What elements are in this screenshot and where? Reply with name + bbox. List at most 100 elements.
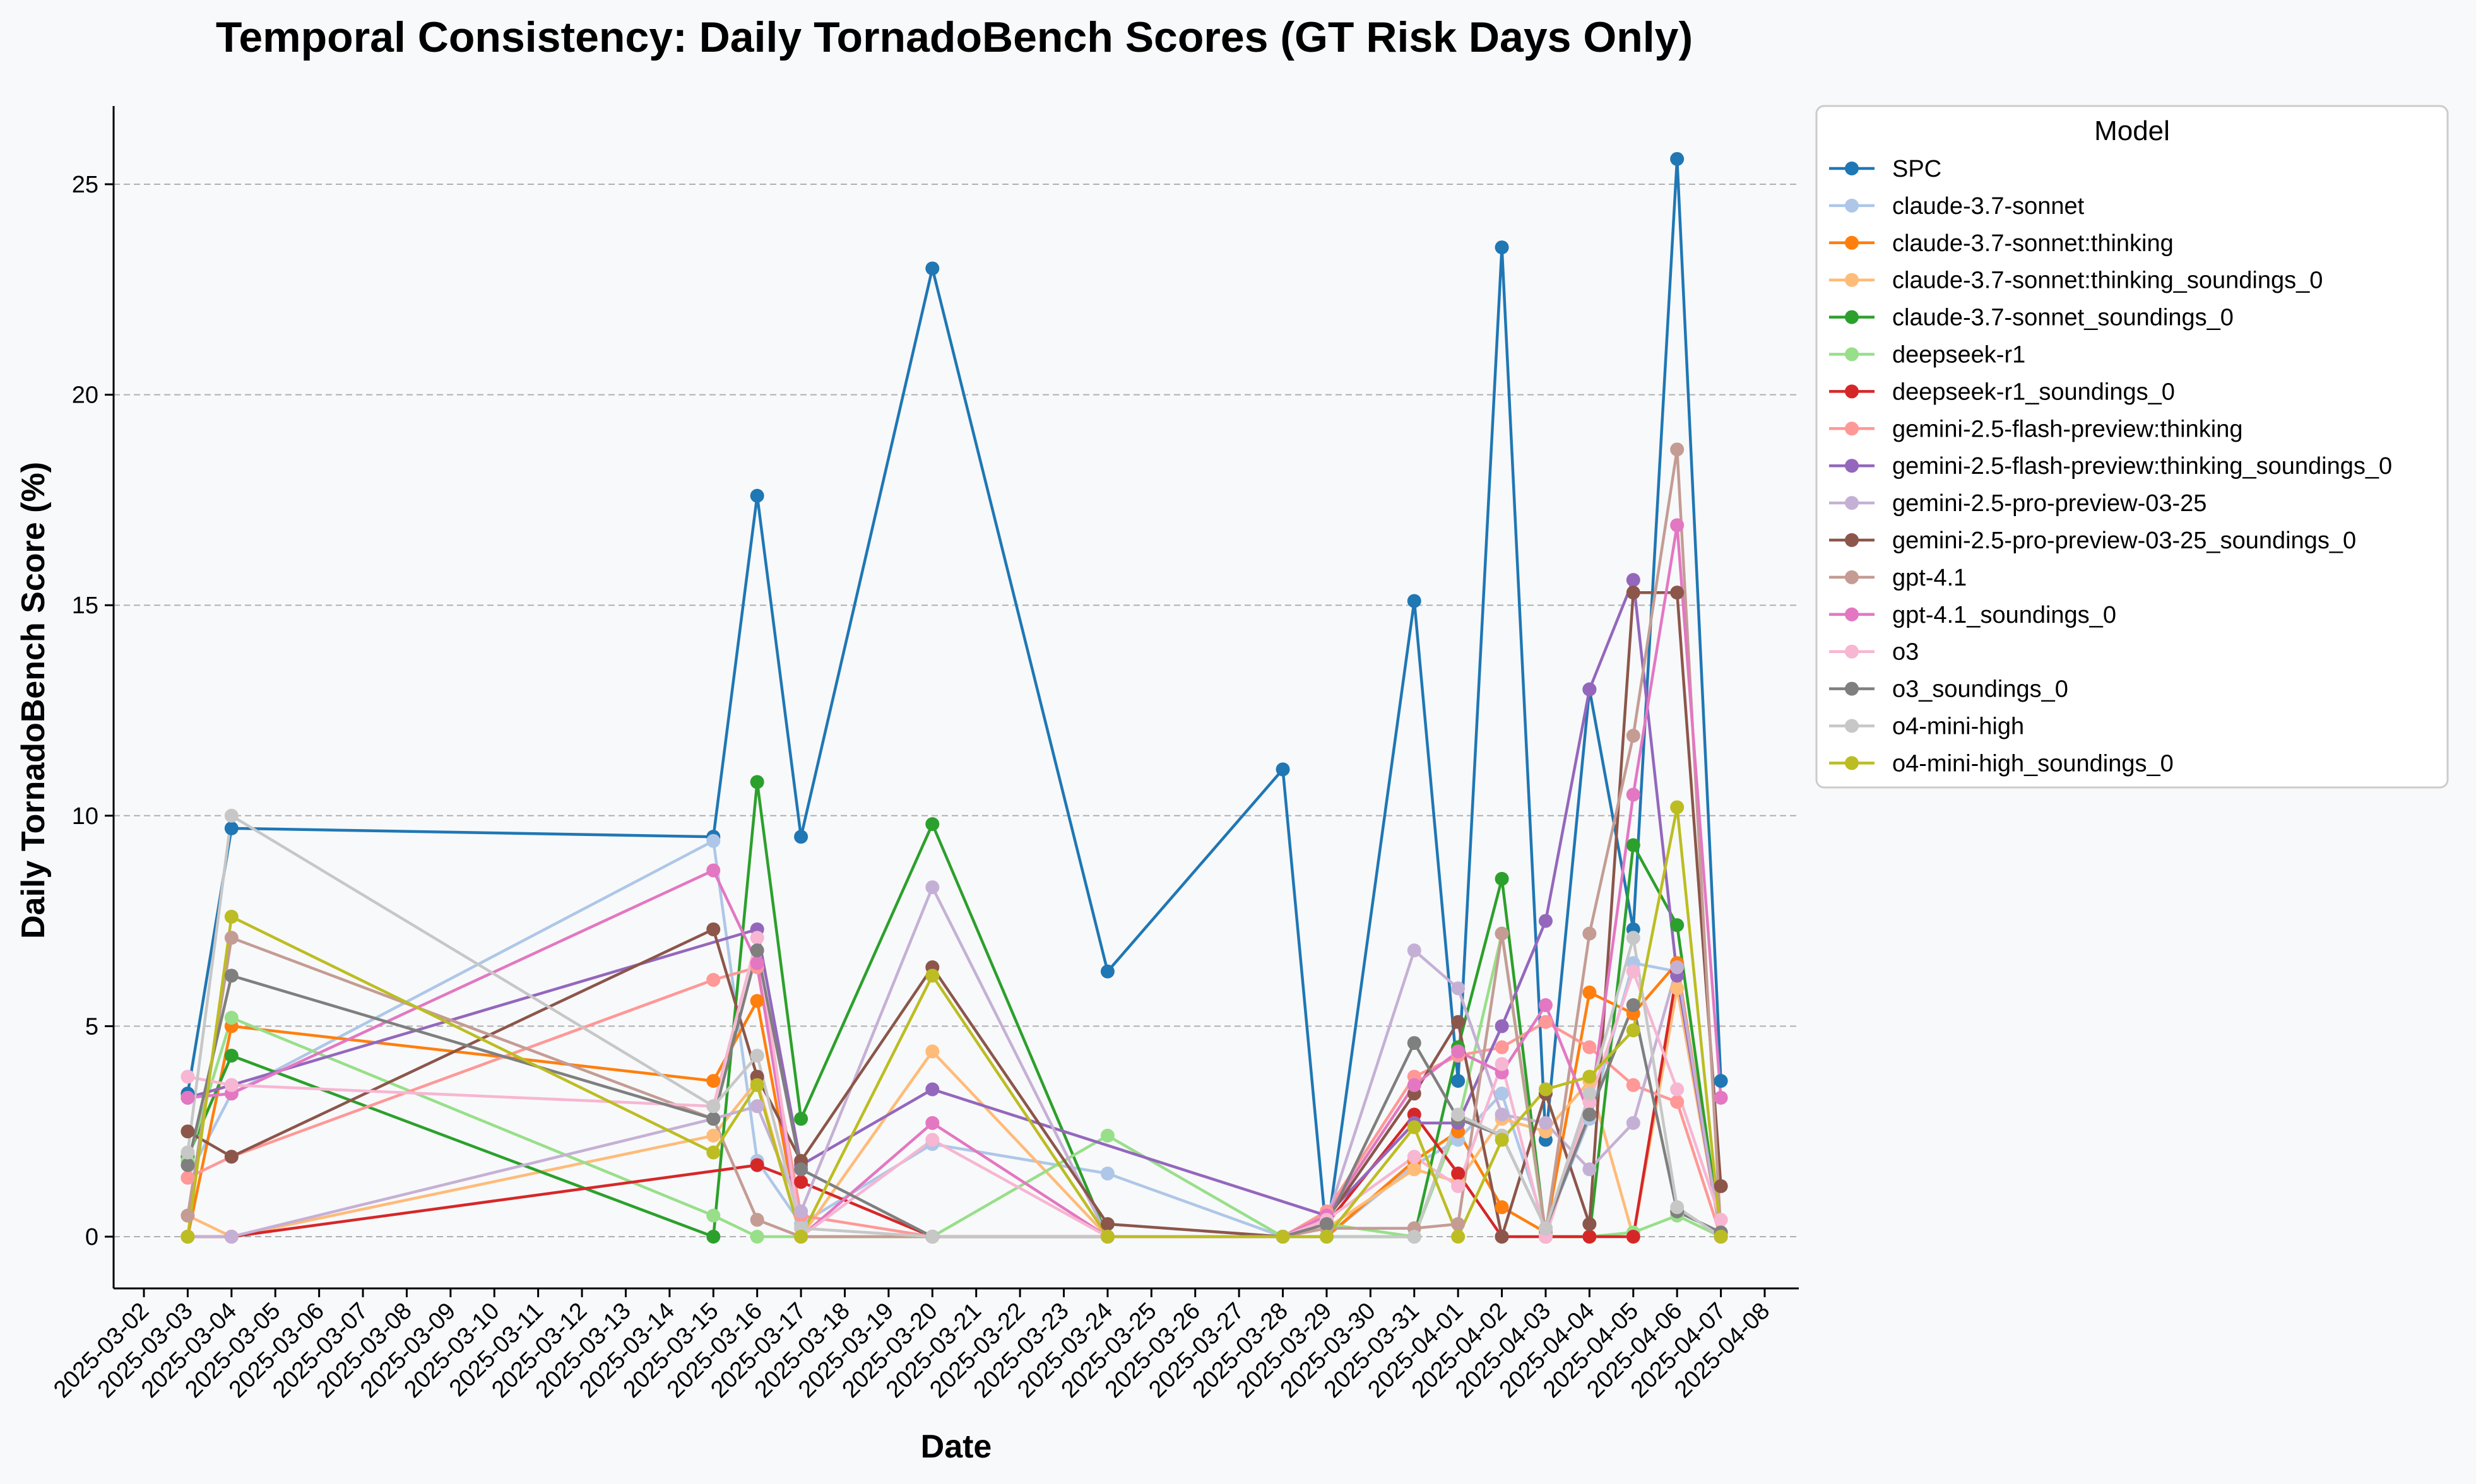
data-point xyxy=(1626,1078,1640,1092)
legend-label: gemini-2.5-pro-preview-03-25 xyxy=(1892,490,2206,517)
y-ticks: 0 5 10 15 20 25 xyxy=(72,172,114,1251)
legend-item: claude-3.7-sonnet xyxy=(1829,193,2085,220)
data-point xyxy=(1495,1086,1509,1101)
data-point xyxy=(1407,1230,1421,1244)
legend-item: gemini-2.5-flash-preview:thinking_soundi… xyxy=(1829,453,2392,480)
data-point xyxy=(706,1074,721,1088)
legend-marker xyxy=(1845,421,1859,436)
data-point xyxy=(750,1230,764,1244)
data-point xyxy=(181,1124,195,1139)
data-point xyxy=(1626,1116,1640,1130)
legend-items: SPC claude-3.7-sonnet claude-3.7-sonnet:th… xyxy=(1829,156,2392,777)
data-point xyxy=(1538,914,1553,928)
x-axis-label: Date xyxy=(921,1428,992,1465)
data-point xyxy=(1495,1019,1509,1034)
data-point xyxy=(1451,1044,1466,1059)
data-point xyxy=(1495,1040,1509,1054)
data-point xyxy=(794,1204,809,1218)
legend-marker xyxy=(1845,756,1859,770)
data-point xyxy=(181,1208,195,1223)
data-point xyxy=(750,1213,764,1227)
legend-marker xyxy=(1845,384,1859,399)
legend-label: o3 xyxy=(1892,639,1919,666)
data-point xyxy=(1538,1116,1553,1130)
legend-item: o3_soundings_0 xyxy=(1829,676,2068,703)
data-point xyxy=(1626,964,1640,979)
data-point xyxy=(1276,762,1290,777)
data-point xyxy=(706,922,721,936)
data-point xyxy=(1714,1090,1728,1105)
data-point xyxy=(1495,1200,1509,1215)
data-point xyxy=(1451,981,1466,996)
legend-marker xyxy=(1845,310,1859,324)
data-point xyxy=(1451,1216,1466,1231)
legend-item: deepseek-r1 xyxy=(1829,342,2025,368)
legend-item: gpt-4.1 xyxy=(1829,565,1967,591)
data-point xyxy=(224,821,239,835)
data-point xyxy=(1495,926,1509,941)
legend-marker xyxy=(1845,681,1859,696)
data-point xyxy=(750,1049,764,1063)
legend-label: gemini-2.5-flash-preview:thinking_soundi… xyxy=(1892,453,2392,480)
legend-title: Model xyxy=(2094,115,2170,146)
data-point xyxy=(794,1230,809,1244)
data-point xyxy=(224,969,239,983)
data-point xyxy=(1451,1015,1466,1029)
data-point xyxy=(1582,1069,1597,1084)
legend-item: claude-3.7-sonnet_soundings_0 xyxy=(1829,305,2234,331)
data-point xyxy=(1670,442,1685,457)
data-point xyxy=(1582,1040,1597,1054)
legend-item: claude-3.7-sonnet:thinking_soundings_0 xyxy=(1829,268,2323,294)
data-point xyxy=(1582,1086,1597,1101)
data-point xyxy=(1451,1230,1466,1244)
data-point xyxy=(925,817,940,832)
data-point xyxy=(750,1078,764,1092)
legend-marker xyxy=(1845,496,1859,510)
data-point xyxy=(706,1145,721,1160)
data-point xyxy=(1100,1166,1115,1181)
data-point xyxy=(1407,594,1421,608)
data-point xyxy=(750,943,764,958)
y-tick-label: 5 xyxy=(85,1013,98,1040)
data-point xyxy=(1100,1216,1115,1231)
data-point xyxy=(1582,926,1597,941)
data-point xyxy=(1582,1216,1597,1231)
legend-label: o3_soundings_0 xyxy=(1892,676,2068,703)
legend-label: gemini-2.5-flash-preview:thinking xyxy=(1892,416,2242,442)
data-point xyxy=(1495,1133,1509,1147)
data-point xyxy=(925,969,940,983)
legend-label: SPC xyxy=(1892,156,1941,182)
data-point xyxy=(706,1230,721,1244)
data-point xyxy=(1626,586,1640,600)
data-point xyxy=(750,1099,764,1114)
data-point xyxy=(706,973,721,987)
data-point xyxy=(1714,1179,1728,1193)
data-point xyxy=(1670,586,1685,600)
data-point xyxy=(224,1049,239,1063)
data-point xyxy=(1407,1120,1421,1134)
y-tick-label: 25 xyxy=(72,172,98,198)
data-point xyxy=(1407,1150,1421,1164)
data-point xyxy=(750,488,764,503)
data-point xyxy=(1100,964,1115,979)
legend-item: o3 xyxy=(1829,639,1919,666)
legend-label: gemini-2.5-pro-preview-03-25_soundings_0 xyxy=(1892,527,2356,554)
legend-item: gpt-4.1_soundings_0 xyxy=(1829,602,2116,628)
data-point xyxy=(925,1082,940,1097)
legend-item: SPC xyxy=(1829,156,1941,182)
legend-item: gemini-2.5-pro-preview-03-25_soundings_0 xyxy=(1829,527,2356,554)
legend-label: deepseek-r1_soundings_0 xyxy=(1892,379,2175,405)
legend-item: o4-mini-high_soundings_0 xyxy=(1829,750,2174,777)
legend-label: o4-mini-high xyxy=(1892,714,2024,740)
data-point xyxy=(224,909,239,924)
data-point xyxy=(925,1133,940,1147)
data-point xyxy=(1626,1230,1640,1244)
data-point xyxy=(1714,1213,1728,1227)
data-point xyxy=(750,931,764,945)
data-point xyxy=(1319,1230,1334,1244)
data-point xyxy=(1582,682,1597,697)
legend-item: gemini-2.5-pro-preview-03-25 xyxy=(1829,490,2206,517)
data-point xyxy=(1100,1230,1115,1244)
legend-marker xyxy=(1845,273,1859,287)
data-point xyxy=(181,1090,195,1105)
